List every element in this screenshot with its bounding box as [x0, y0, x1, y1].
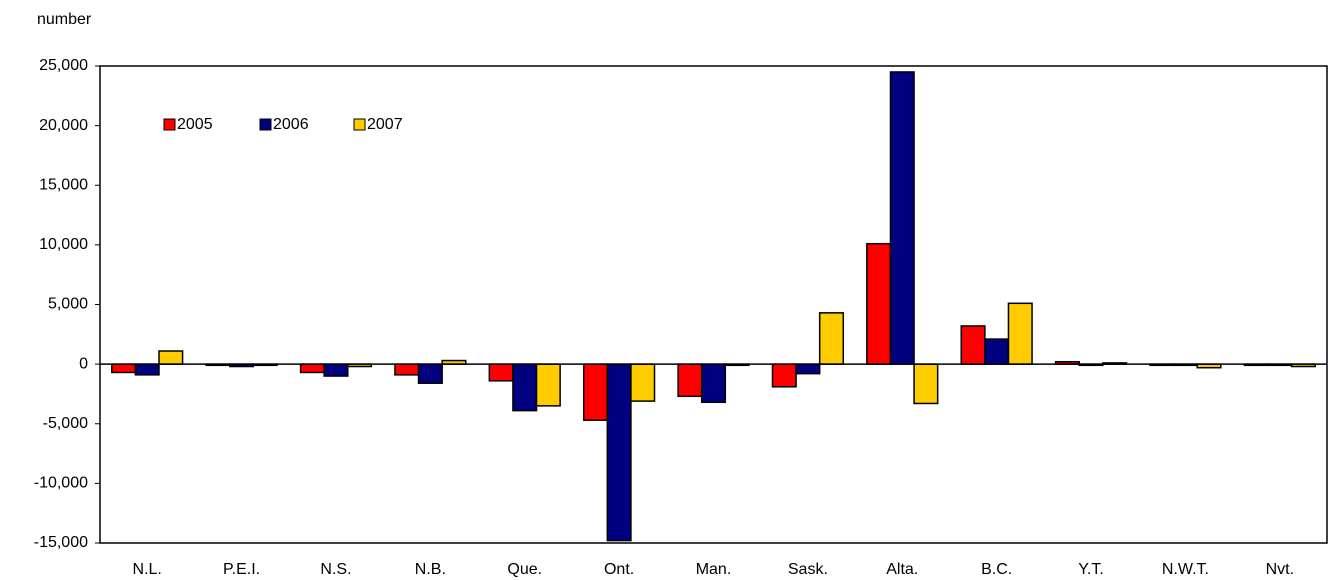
bar	[1007, 302, 1033, 365]
y-tick-label: 0	[79, 355, 88, 372]
bar	[323, 363, 349, 377]
bar	[889, 71, 915, 365]
y-tick-label: 5,000	[48, 296, 88, 313]
bar	[866, 242, 892, 365]
x-tick-label: Y.T.	[1078, 561, 1104, 578]
bar	[984, 338, 1010, 365]
bar	[606, 363, 632, 542]
y-tick-label: 20,000	[39, 117, 88, 134]
x-tick-label: Man.	[696, 561, 732, 578]
y-axis-label: number	[37, 11, 92, 28]
bar	[818, 312, 845, 365]
x-tick-label: Sask.	[788, 561, 828, 578]
x-tick-label: Que.	[507, 561, 542, 578]
bar	[795, 363, 821, 375]
bar	[582, 363, 609, 421]
bar	[677, 363, 703, 398]
x-tick-label: N.S.	[320, 561, 351, 578]
y-tick-label: -5,000	[43, 415, 88, 432]
legend-label: 2006	[273, 116, 309, 133]
bar	[535, 363, 561, 407]
bar	[158, 350, 184, 365]
x-tick-label: N.B.	[415, 561, 446, 578]
x-tick-label: N.L.	[133, 561, 162, 578]
x-tick-label: Alta.	[886, 561, 918, 578]
bar	[700, 363, 727, 404]
bar	[417, 363, 443, 384]
bar	[488, 363, 514, 382]
bar	[134, 363, 160, 376]
bar	[299, 363, 325, 374]
bar	[771, 363, 797, 388]
bar	[913, 363, 939, 405]
x-tick-label: P.E.I.	[223, 561, 260, 578]
x-tick-label: B.C.	[981, 561, 1012, 578]
y-tick-label: -10,000	[34, 475, 88, 492]
bar	[512, 363, 538, 412]
bar	[111, 363, 137, 374]
y-tick-label: 10,000	[39, 236, 88, 253]
plot-frame	[99, 65, 1328, 544]
x-tick-label: Ont.	[604, 561, 634, 578]
y-tick-label: 25,000	[39, 57, 88, 74]
legend-label: 2007	[367, 116, 403, 133]
bar	[394, 363, 420, 376]
x-tick-label: N.W.T.	[1162, 561, 1209, 578]
legend-swatch	[353, 118, 366, 131]
legend-swatch	[163, 118, 176, 131]
bar	[630, 363, 656, 402]
y-tick-label: 15,000	[39, 176, 88, 193]
legend-swatch	[259, 118, 272, 131]
legend-label: 2005	[177, 116, 213, 133]
x-tick-label: Nvt.	[1266, 561, 1294, 578]
bar	[960, 325, 986, 365]
y-tick-label: -15,000	[34, 534, 88, 551]
